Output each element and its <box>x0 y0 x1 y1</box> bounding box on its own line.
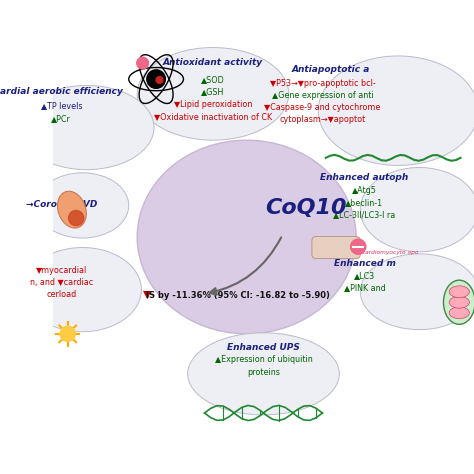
Ellipse shape <box>360 254 474 329</box>
Text: proteins: proteins <box>247 368 280 377</box>
Circle shape <box>137 57 148 69</box>
Ellipse shape <box>24 247 141 332</box>
Ellipse shape <box>449 307 469 319</box>
Text: Antiapoptotic a: Antiapoptotic a <box>292 65 370 74</box>
Circle shape <box>147 70 165 88</box>
Text: ▼P53→▼pro-apoptotic bcl-: ▼P53→▼pro-apoptotic bcl- <box>270 79 375 88</box>
Text: ▼Oxidative inactivation of CK: ▼Oxidative inactivation of CK <box>154 112 272 121</box>
Ellipse shape <box>318 56 474 165</box>
Ellipse shape <box>57 191 86 228</box>
Text: ▲PINK and: ▲PINK and <box>344 283 385 292</box>
Circle shape <box>69 210 84 226</box>
Text: Enhanced m: Enhanced m <box>334 259 395 268</box>
Text: cytoplasm→▼apoptot: cytoplasm→▼apoptot <box>279 115 365 124</box>
Circle shape <box>156 77 163 83</box>
Text: ▲Atg5: ▲Atg5 <box>352 186 377 195</box>
FancyBboxPatch shape <box>312 237 360 258</box>
Ellipse shape <box>444 280 474 324</box>
Text: ▼Lipid peroxidation: ▼Lipid peroxidation <box>174 100 252 109</box>
Text: →Coronary VD: →Coronary VD <box>26 200 97 209</box>
Text: ▲PCr: ▲PCr <box>52 114 71 123</box>
Text: Enhanced UPS: Enhanced UPS <box>227 343 300 352</box>
Ellipse shape <box>449 296 469 308</box>
Text: ▲TP levels: ▲TP levels <box>41 101 82 110</box>
Text: ▼myocardial: ▼myocardial <box>36 266 87 275</box>
Text: ▲GSH: ▲GSH <box>201 87 225 96</box>
Text: n, and ▼cardiac: n, and ▼cardiac <box>30 278 93 287</box>
Text: ▲Expression of ubiquitin: ▲Expression of ubiquitin <box>215 356 312 365</box>
Text: ▲Gene expression of anti: ▲Gene expression of anti <box>272 91 373 100</box>
Ellipse shape <box>360 167 474 252</box>
Text: Enhanced autoph: Enhanced autoph <box>320 173 409 182</box>
Ellipse shape <box>188 333 339 415</box>
Circle shape <box>351 239 366 254</box>
Text: CoQ10: CoQ10 <box>265 198 346 218</box>
Ellipse shape <box>137 47 289 140</box>
Ellipse shape <box>19 85 154 170</box>
Text: ▲LC-3II/LC3-I ra: ▲LC-3II/LC3-I ra <box>333 210 396 219</box>
Text: ▼Caspase-9 and cytochrome: ▼Caspase-9 and cytochrome <box>264 103 381 112</box>
Circle shape <box>60 326 75 341</box>
Text: cerload: cerload <box>46 290 76 299</box>
Text: Cardiomyocyte apo: Cardiomyocyte apo <box>361 250 419 255</box>
Text: ▼: ▼ <box>144 290 152 300</box>
Ellipse shape <box>137 140 356 334</box>
Text: ▲LC3: ▲LC3 <box>354 271 375 280</box>
Text: ▲beclin-1: ▲beclin-1 <box>346 198 383 207</box>
Text: ardial aerobic efficiency: ardial aerobic efficiency <box>0 87 123 96</box>
Text: Antioxidant activity: Antioxidant activity <box>163 58 263 67</box>
Ellipse shape <box>449 286 469 298</box>
Ellipse shape <box>36 173 129 238</box>
Text: IS by -11.36% (95% CI: -16.82 to -5.90): IS by -11.36% (95% CI: -16.82 to -5.90) <box>146 291 330 300</box>
Text: ▲SOD: ▲SOD <box>201 74 225 83</box>
